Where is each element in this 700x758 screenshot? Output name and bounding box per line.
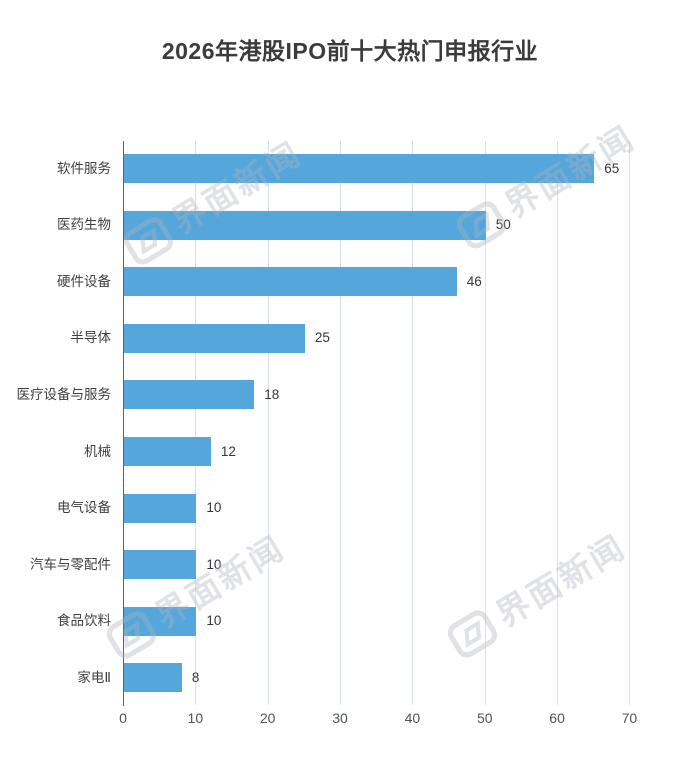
y-axis-line	[123, 141, 124, 706]
bar-value-label: 10	[206, 556, 222, 572]
category-label: 汽车与零配件	[30, 556, 111, 572]
bar-7	[124, 493, 197, 523]
bar-value-label: 8	[191, 669, 200, 685]
chart-title: 2026年港股IPO前十大热门申报行业	[161, 38, 539, 64]
bar-value-label: 50	[495, 217, 511, 233]
category-label: 医药生物	[57, 217, 111, 233]
gridline	[557, 141, 559, 705]
bar-1	[124, 154, 595, 183]
category-label: 机械	[84, 443, 111, 459]
category-label: 软件服务	[57, 160, 111, 176]
category-label: 硬件设备	[57, 273, 111, 289]
bar-9	[124, 606, 197, 636]
x-tick-label: 40	[404, 710, 421, 726]
gridline	[412, 141, 414, 705]
category-label: 食品饮料	[57, 613, 111, 629]
x-tick-label: 30	[332, 710, 348, 726]
x-tick-label: 60	[549, 710, 565, 726]
bar-value-label: 10	[206, 613, 222, 629]
bar-value-label: 46	[466, 273, 482, 289]
x-tick-label: 70	[621, 710, 638, 726]
gridline	[484, 141, 486, 705]
gridline	[629, 141, 631, 705]
x-tick-label: 0	[119, 710, 127, 726]
category-label: 半导体	[70, 330, 112, 346]
bar-value-label: 25	[314, 330, 330, 346]
bar-2	[124, 210, 486, 240]
plot-area: 65 50 46 25 18 12 10 10 10 8	[123, 141, 663, 706]
bar-8	[124, 550, 197, 580]
category-label: 家电Ⅱ	[77, 669, 111, 685]
bar-value-label: 65	[604, 160, 620, 176]
bar-5	[124, 380, 255, 410]
bar-10	[124, 663, 182, 693]
bar-4	[124, 323, 305, 353]
bar-value-label: 18	[264, 386, 280, 402]
bar-value-label: 12	[220, 443, 236, 459]
category-label: 医疗设备与服务	[16, 386, 112, 402]
gridline	[195, 141, 197, 705]
gridline	[340, 141, 342, 705]
x-tick-label: 50	[476, 710, 493, 726]
bar-3	[124, 267, 457, 297]
category-label: 电气设备	[57, 500, 111, 516]
bar-value-label: 10	[206, 500, 222, 516]
bar-6	[124, 437, 211, 466]
x-tick-label: 20	[259, 710, 276, 726]
gridline	[267, 141, 269, 705]
x-tick-label: 10	[187, 710, 204, 726]
